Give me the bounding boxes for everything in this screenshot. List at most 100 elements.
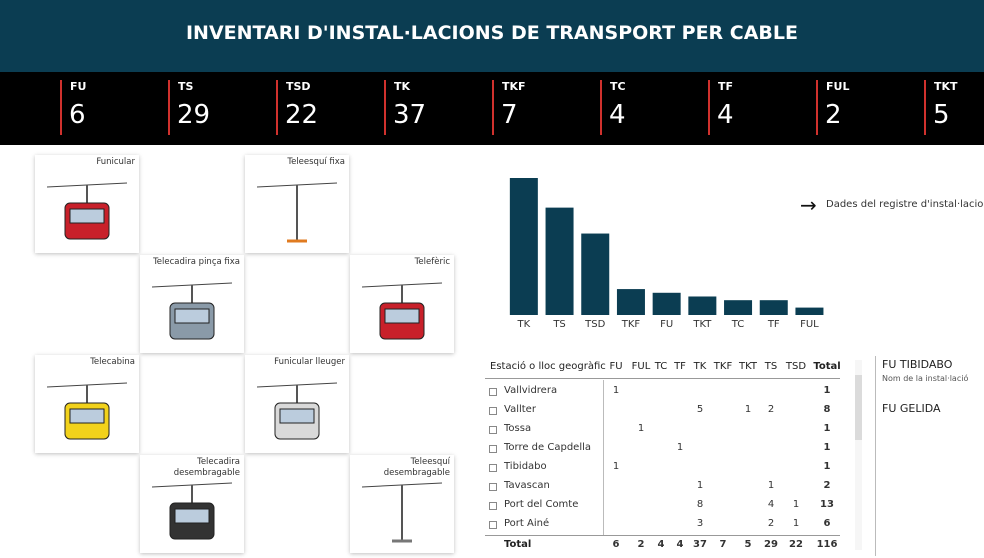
expand-icon[interactable] bbox=[489, 521, 497, 529]
x-tick-label: TKT bbox=[692, 319, 712, 330]
tile-image bbox=[257, 382, 337, 440]
table-cell: 5 bbox=[744, 539, 752, 550]
tile-image bbox=[152, 482, 232, 540]
kpi-label: TSD bbox=[286, 80, 311, 93]
kpi-accent bbox=[60, 80, 62, 135]
kpi-value: 37 bbox=[393, 100, 427, 130]
total-rule bbox=[485, 535, 840, 536]
header-band bbox=[0, 0, 984, 72]
column-header[interactable]: TKF bbox=[713, 361, 733, 372]
bar bbox=[724, 300, 753, 315]
table-cell: 29 bbox=[764, 539, 778, 550]
kpi-value: 7 bbox=[501, 100, 518, 130]
table-cell: 1 bbox=[823, 461, 831, 472]
tile-label: Funicular bbox=[96, 157, 135, 167]
table-cell: 2 bbox=[767, 404, 775, 415]
bar bbox=[795, 307, 824, 315]
table-cell: 22 bbox=[789, 539, 803, 550]
table-cell: 6 bbox=[823, 518, 831, 529]
kpi-accent bbox=[492, 80, 494, 135]
table-cell: 4 bbox=[676, 539, 684, 550]
row-name: Torre de Capdella bbox=[504, 442, 592, 453]
column-header[interactable]: TK bbox=[693, 361, 707, 372]
table-cell: 7 bbox=[719, 539, 727, 550]
kpi-value: 2 bbox=[825, 100, 842, 130]
expand-icon[interactable] bbox=[489, 483, 497, 491]
tile-label: Telefèric bbox=[414, 257, 450, 267]
kpi-label: TF bbox=[718, 80, 734, 93]
table-cell: 8 bbox=[696, 499, 704, 510]
table-cell: 116 bbox=[816, 539, 838, 550]
x-tick-label: TK bbox=[517, 319, 531, 330]
table-cell: 1 bbox=[823, 442, 831, 453]
detail-divider bbox=[875, 356, 876, 556]
expand-icon[interactable] bbox=[489, 464, 497, 472]
table-cell: 3 bbox=[696, 518, 704, 529]
expand-icon[interactable] bbox=[489, 445, 497, 453]
tile-label: Teleesquí desembragable bbox=[383, 457, 450, 478]
kpi-value: 29 bbox=[177, 100, 211, 130]
column-header[interactable]: TS bbox=[764, 361, 778, 372]
link-arrow[interactable]: → bbox=[800, 193, 817, 217]
x-tick-label: FU bbox=[660, 319, 673, 330]
table-cell: 2 bbox=[767, 518, 775, 529]
table-cell: 1 bbox=[696, 480, 704, 491]
total-name: Total bbox=[504, 539, 532, 550]
kpi-label: TK bbox=[394, 80, 411, 93]
link-text[interactable]: Dades del registre d'instal·lacions bbox=[826, 199, 984, 210]
table-cell: 1 bbox=[676, 442, 684, 453]
row-name: Tossa bbox=[504, 423, 532, 434]
column-header[interactable]: TKT bbox=[739, 361, 757, 372]
detail-label: Nom de la instal·lació bbox=[882, 374, 969, 383]
kpi-value: 4 bbox=[717, 100, 734, 130]
expand-icon[interactable] bbox=[489, 407, 497, 415]
expand-icon[interactable] bbox=[489, 388, 497, 396]
tile-label: Telecadira pinça fixa bbox=[153, 257, 240, 267]
tile-label: Telecadira desembragable bbox=[173, 457, 240, 478]
expand-icon[interactable] bbox=[489, 426, 497, 434]
tile-label: Funicular lleuger bbox=[274, 357, 345, 367]
kpi-accent bbox=[600, 80, 602, 135]
table-cell: 2 bbox=[637, 539, 645, 550]
row-name: Vallter bbox=[504, 404, 536, 415]
expand-icon[interactable] bbox=[489, 502, 497, 510]
table-cell: 1 bbox=[744, 404, 752, 415]
bar bbox=[581, 233, 610, 315]
column-header[interactable]: TSD bbox=[785, 361, 807, 372]
kpi-label: FU bbox=[70, 80, 87, 93]
x-tick-label: TC bbox=[731, 319, 745, 330]
kpi-value: 22 bbox=[285, 100, 319, 130]
table-cell: 2 bbox=[823, 480, 831, 491]
kpi-accent bbox=[276, 80, 278, 135]
x-tick-label: TF bbox=[767, 319, 780, 330]
bar bbox=[545, 207, 574, 315]
kpi-value: 4 bbox=[609, 100, 626, 130]
row-name: Port del Comte bbox=[504, 499, 579, 510]
table-cell: 1 bbox=[823, 385, 831, 396]
row-name: Port Ainé bbox=[504, 518, 550, 529]
column-header[interactable]: Estació o lloc geogràfic bbox=[490, 361, 606, 372]
table-cell: 6 bbox=[612, 539, 620, 550]
window bbox=[384, 308, 420, 324]
kpi-label: TKF bbox=[502, 80, 526, 93]
detail-title: FU GELIDA bbox=[882, 402, 941, 415]
x-tick-label: FUL bbox=[800, 319, 819, 330]
window bbox=[174, 508, 210, 524]
column-header[interactable]: FU bbox=[609, 361, 623, 372]
table-cell: 37 bbox=[693, 539, 707, 550]
column-header[interactable]: TF bbox=[674, 361, 686, 372]
column-header[interactable]: FUL bbox=[631, 361, 651, 372]
column-header[interactable]: Total bbox=[813, 361, 841, 372]
tile-image bbox=[362, 282, 442, 340]
column-header[interactable]: TC bbox=[654, 361, 668, 372]
table-cell: 1 bbox=[637, 423, 645, 434]
kpi-accent bbox=[384, 80, 386, 135]
table-cell: 4 bbox=[657, 539, 665, 550]
kpi-label: FUL bbox=[826, 80, 850, 93]
tile-image bbox=[362, 482, 442, 543]
x-tick-label: TSD bbox=[584, 319, 605, 330]
x-tick-label: TKF bbox=[621, 319, 641, 330]
x-tick-label: TS bbox=[552, 319, 565, 330]
tile-image bbox=[257, 182, 337, 243]
